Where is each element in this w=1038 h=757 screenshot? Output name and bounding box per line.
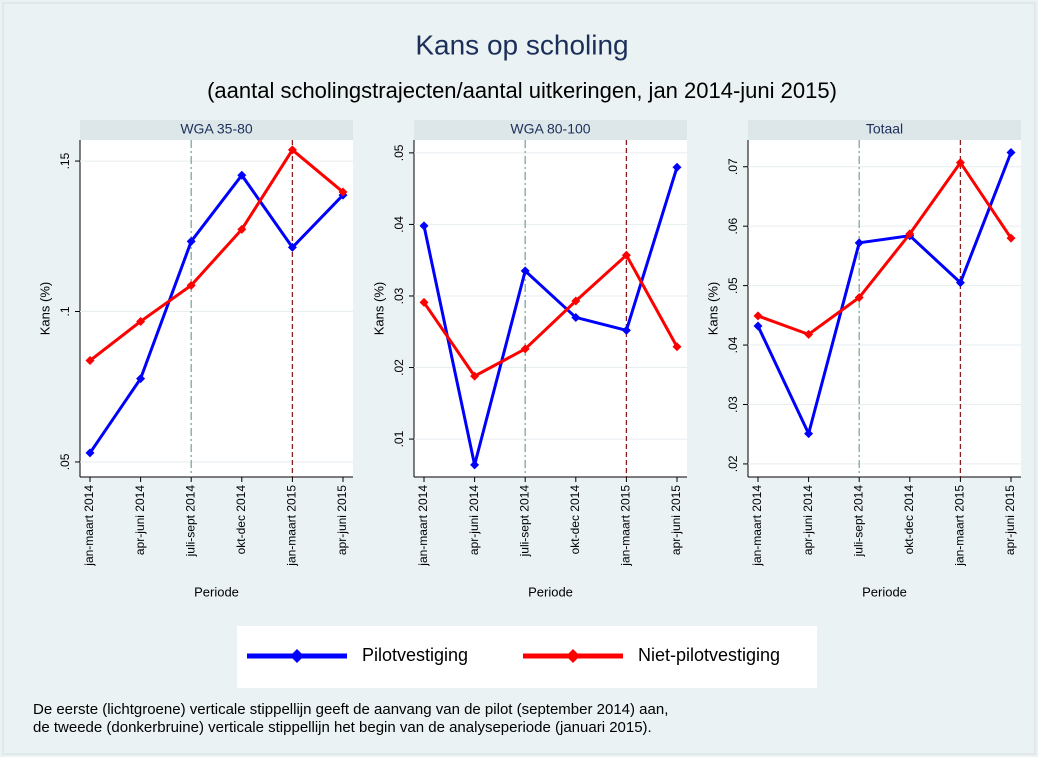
marker bbox=[672, 342, 682, 352]
marker bbox=[470, 460, 480, 470]
x-tick-label: jan-maart 2015 bbox=[953, 485, 967, 567]
marker bbox=[571, 296, 581, 306]
x-axis-label: Periode bbox=[194, 584, 239, 599]
marker bbox=[186, 280, 196, 290]
note: de tweede (donkerbruine) verticale stipp… bbox=[33, 719, 652, 736]
x-tick-label: juli-sept 2014 bbox=[183, 485, 197, 558]
x-tick-label: okt-dec 2014 bbox=[902, 485, 916, 555]
series-line bbox=[422, 166, 679, 466]
y-tick-label: .1 bbox=[58, 306, 72, 316]
y-tick-label: .04 bbox=[392, 216, 406, 233]
plot-area bbox=[748, 140, 1021, 477]
marker bbox=[237, 170, 247, 180]
x-tick-label: apr-juni 2015 bbox=[335, 485, 349, 555]
x-tick-label: apr-juni 2015 bbox=[669, 485, 683, 555]
marker bbox=[186, 236, 196, 246]
marker bbox=[470, 371, 480, 381]
chart-title: Kans op scholing bbox=[415, 29, 628, 60]
marker bbox=[955, 278, 965, 288]
marker bbox=[955, 158, 965, 168]
x-tick-label: jan-maart 2014 bbox=[750, 485, 764, 567]
panel-header bbox=[748, 120, 1021, 140]
series-line bbox=[422, 252, 679, 379]
x-tick-label: jan-maart 2015 bbox=[619, 485, 633, 567]
panel-title: WGA 80-100 bbox=[510, 121, 590, 137]
x-tick-label: juli-sept 2014 bbox=[517, 485, 531, 558]
y-tick-label: .05 bbox=[392, 144, 406, 161]
x-tick-label: okt-dec 2014 bbox=[234, 485, 248, 555]
series-line bbox=[88, 172, 345, 454]
marker bbox=[905, 229, 915, 239]
y-axis-label: Kans (%) bbox=[37, 282, 52, 335]
series-line bbox=[89, 147, 344, 362]
marker bbox=[287, 145, 297, 155]
chart-subtitle: (aantal scholingstrajecten/aantal uitker… bbox=[207, 78, 837, 103]
y-tick-label: .02 bbox=[726, 455, 740, 472]
marker bbox=[854, 238, 864, 248]
y-tick-label: .07 bbox=[726, 158, 740, 175]
y-tick-label: .02 bbox=[392, 359, 406, 376]
y-axis-label: Kans (%) bbox=[371, 282, 386, 335]
marker bbox=[85, 356, 95, 366]
x-tick-label: apr-juni 2014 bbox=[467, 485, 481, 555]
marker bbox=[571, 312, 581, 322]
y-tick-label: .05 bbox=[726, 277, 740, 294]
x-tick-label: apr-juni 2014 bbox=[801, 485, 815, 555]
panel-header bbox=[414, 120, 687, 140]
x-tick-label: apr-juni 2015 bbox=[1003, 485, 1017, 555]
marker bbox=[804, 429, 814, 439]
y-tick-label: .15 bbox=[58, 152, 72, 169]
x-axis-label: Periode bbox=[862, 584, 907, 599]
panel-header bbox=[80, 120, 353, 140]
y-tick-label: .01 bbox=[392, 430, 406, 447]
note: De eerste (lichtgroene) verticale stippe… bbox=[33, 701, 668, 718]
x-tick-label: jan-maart 2014 bbox=[82, 485, 96, 567]
legend-marker bbox=[290, 649, 304, 663]
x-tick-label: jan-maart 2015 bbox=[285, 485, 299, 567]
marker bbox=[520, 344, 530, 354]
y-tick-label: .06 bbox=[726, 218, 740, 235]
series-line bbox=[757, 159, 1013, 337]
y-tick-label: .03 bbox=[726, 396, 740, 413]
panel-title: WGA 35-80 bbox=[180, 121, 253, 137]
marker bbox=[804, 329, 814, 339]
y-tick-label: .03 bbox=[392, 287, 406, 304]
marker bbox=[419, 297, 429, 307]
marker bbox=[85, 448, 95, 458]
marker bbox=[672, 162, 682, 172]
legend-label: Niet-pilotvestiging bbox=[638, 645, 780, 665]
y-axis-label: Kans (%) bbox=[705, 282, 720, 335]
y-tick-label: .04 bbox=[726, 336, 740, 353]
marker bbox=[136, 374, 146, 384]
plot-area bbox=[414, 140, 687, 477]
panel-title: Totaal bbox=[866, 121, 903, 137]
marker bbox=[287, 242, 297, 252]
marker bbox=[237, 224, 247, 234]
marker bbox=[1006, 147, 1016, 157]
y-tick-label: .05 bbox=[58, 453, 72, 470]
legend-label: Pilotvestiging bbox=[362, 645, 468, 665]
marker bbox=[753, 311, 763, 321]
marker bbox=[621, 325, 631, 335]
marker bbox=[419, 221, 429, 231]
x-axis-label: Periode bbox=[528, 584, 573, 599]
plot-area bbox=[80, 140, 353, 477]
marker bbox=[338, 187, 348, 197]
x-tick-label: okt-dec 2014 bbox=[568, 485, 582, 555]
marker bbox=[854, 293, 864, 303]
marker bbox=[136, 316, 146, 326]
marker bbox=[520, 266, 530, 276]
legend-marker bbox=[566, 649, 580, 663]
x-tick-label: juli-sept 2014 bbox=[851, 485, 865, 558]
x-tick-label: apr-juni 2014 bbox=[133, 485, 147, 555]
marker bbox=[1006, 233, 1016, 243]
x-tick-label: jan-maart 2014 bbox=[416, 485, 430, 567]
marker bbox=[621, 250, 631, 260]
marker bbox=[753, 321, 763, 331]
series-line bbox=[756, 151, 1013, 438]
